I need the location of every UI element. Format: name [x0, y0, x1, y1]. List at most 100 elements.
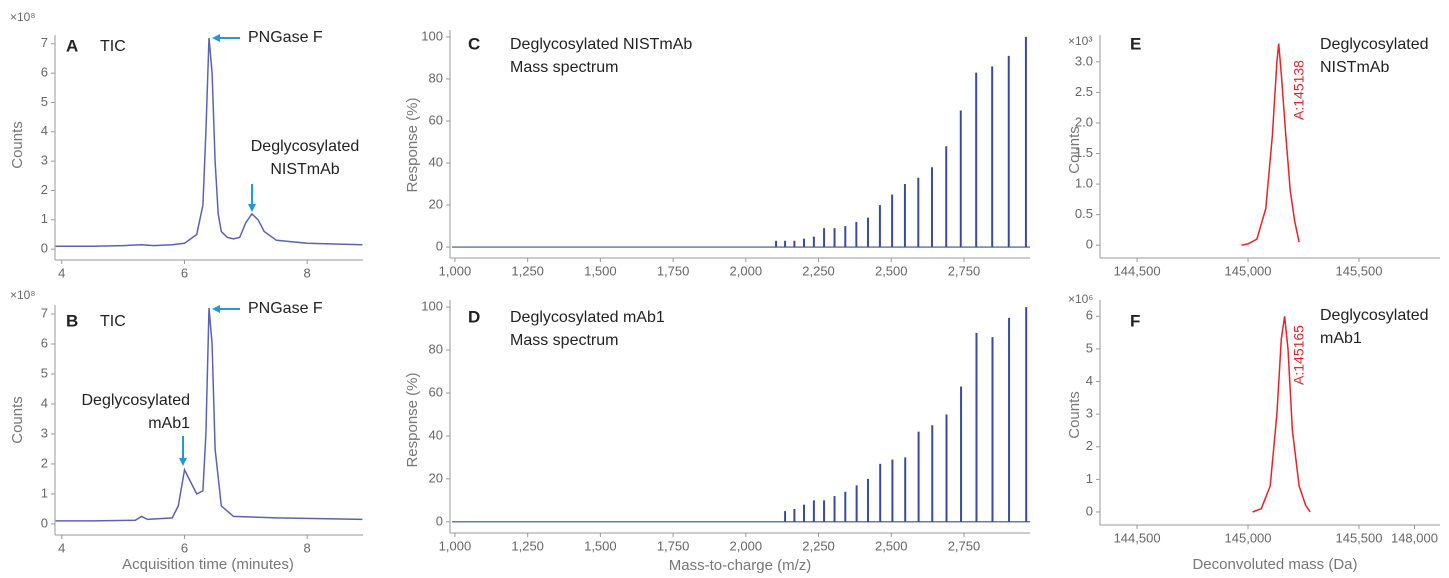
x-tick-label: 145,500 [1335, 263, 1382, 278]
x-tick-label: 2,500 [875, 538, 908, 553]
y-tick-label: 40 [429, 154, 443, 169]
y-multiplier: ×10³ [1068, 34, 1092, 48]
annotation: Deglycosylated mAb1 [82, 392, 191, 432]
y-tick-label: 2 [41, 182, 48, 197]
y-tick-label: 20 [429, 196, 443, 211]
y-tick-label: 0 [436, 513, 443, 528]
y-tick-label: 5 [1086, 340, 1093, 355]
x-tick-label: 8 [304, 540, 311, 555]
y-tick-label: 2 [1086, 438, 1093, 453]
y-tick-label: 6 [41, 335, 48, 350]
annotation-line: Deglycosylated [82, 392, 191, 409]
y-tick-label: 6 [1086, 308, 1093, 323]
panel-title-line: Mass spectrum [510, 59, 618, 76]
x-tick-label: 144,500 [1114, 263, 1161, 278]
panel-title: TIC [100, 313, 126, 330]
y-axis-label: Response (%) [404, 97, 421, 192]
y-tick-label: 100 [421, 299, 443, 314]
panel-title: Deglycosylated NISTmAb [1320, 36, 1429, 76]
x-tick-label: 1,250 [511, 263, 544, 278]
y-tick-label: 60 [429, 112, 443, 127]
panel-title-line: NISTmAb [1320, 59, 1389, 76]
panel-title: TIC [100, 38, 126, 55]
annotation-line: PNGase F [248, 300, 323, 317]
y-tick-label: 2.5 [1075, 84, 1093, 99]
x-tick-label: 1,500 [584, 538, 617, 553]
y-tick-label: 4 [41, 123, 48, 138]
y-tick-label: 1.5 [1075, 145, 1093, 160]
x-tick-label: 1,000 [439, 263, 472, 278]
y-tick-label: 1.0 [1075, 176, 1093, 191]
panel-label: E [1130, 34, 1141, 53]
panel-label: B [66, 311, 78, 330]
y-tick-label: 40 [429, 427, 443, 442]
x-axis-label: Mass-to-charge (m/z) [669, 557, 812, 574]
panel-title-line: Mass spectrum [510, 332, 618, 349]
peak-annotation: A:145165 [1291, 325, 1307, 385]
y-tick-label: 3.0 [1075, 53, 1093, 68]
annotation-line: PNGase F [248, 29, 323, 46]
y-tick-label: 0.5 [1075, 206, 1093, 221]
panel-title: Deglycosylated mAb1 [1320, 307, 1429, 347]
x-tick-label: 1,750 [657, 538, 690, 553]
x-tick-label: 145,000 [1225, 530, 1272, 545]
x-tick-label: 4 [58, 540, 65, 555]
y-tick-label: 5 [41, 94, 48, 109]
y-tick-label: 80 [429, 70, 443, 85]
y-tick-label: 1 [41, 211, 48, 226]
y-tick-label: 60 [429, 384, 443, 399]
y-tick-label: 6 [41, 65, 48, 80]
y-tick-label: 0 [436, 239, 443, 254]
panel-title: Deglycosylated mAb1 Mass spectrum [510, 309, 665, 349]
annotation: PNGase F [248, 29, 323, 46]
y-tick-label: 1 [41, 485, 48, 500]
y-tick-label: 20 [429, 470, 443, 485]
x-tick-label: 2,000 [730, 263, 763, 278]
x-tick-label: 6 [181, 540, 188, 555]
x-tick-label: 2,250 [802, 263, 835, 278]
y-tick-label: 2.0 [1075, 114, 1093, 129]
x-tick-label: 1,000 [439, 538, 472, 553]
y-tick-label: 0 [1086, 503, 1093, 518]
panel-title: Deglycosylated NISTmAb Mass spectrum [510, 36, 692, 76]
x-axis-label: Deconvoluted mass (Da) [1192, 556, 1357, 573]
y-axis-label: Response (%) [404, 372, 421, 467]
x-tick-label: 2,750 [948, 538, 981, 553]
annotation-line: mAb1 [148, 415, 190, 432]
x-tick-label: 1,750 [657, 263, 690, 278]
y-tick-label: 5 [41, 365, 48, 380]
x-tick-label: 6 [181, 265, 188, 280]
panel-label: A [66, 36, 78, 55]
panel-label: F [1130, 311, 1140, 330]
x-tick-label: 145,500 [1335, 530, 1382, 545]
y-axis-label: Counts [1066, 126, 1083, 174]
panel-title-line: mAb1 [1320, 330, 1362, 347]
y-tick-label: 0 [41, 241, 48, 256]
x-tick-label: 4 [58, 265, 65, 280]
trace [1252, 316, 1311, 513]
peak-annotation: A:145138 [1291, 60, 1307, 120]
trace [55, 307, 363, 522]
y-axis-label: Counts [9, 396, 26, 444]
x-tick-label: 144,500 [1114, 530, 1161, 545]
y-tick-label: 0 [41, 515, 48, 530]
annotation-line: NISTmAb [270, 161, 339, 178]
y-tick-label: 2 [41, 455, 48, 470]
y-tick-label: 3 [41, 153, 48, 168]
y-tick-label: 3 [41, 425, 48, 440]
annotation-line: Deglycosylated [251, 138, 360, 155]
panel-title-line: Deglycosylated [1320, 36, 1429, 53]
annotation: Deglycosylated NISTmAb [251, 138, 360, 178]
y-axis-label: Counts [1066, 391, 1083, 439]
x-tick-label: 2,750 [948, 263, 981, 278]
panel-label: D [468, 307, 480, 326]
panel-title-line: Deglycosylated NISTmAb [510, 36, 692, 53]
x-tick-label: 2,500 [875, 263, 908, 278]
y-tick-label: 7 [41, 35, 48, 50]
y-tick-label: 1 [1086, 471, 1093, 486]
x-tick-label: 148,000 [1391, 530, 1438, 545]
x-tick-label: 145,000 [1225, 263, 1272, 278]
x-tick-label: 2,250 [802, 538, 835, 553]
y-tick-label: 100 [421, 28, 443, 43]
